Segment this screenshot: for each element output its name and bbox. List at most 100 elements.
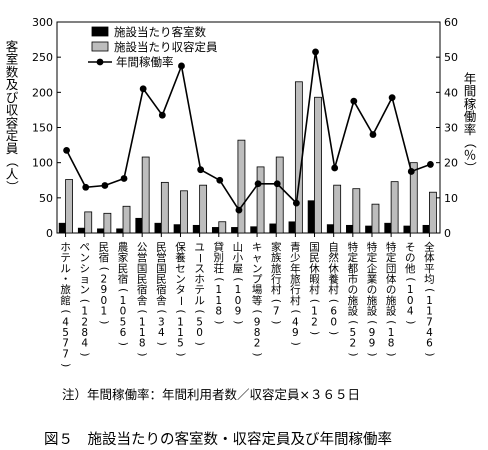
- svg-text:企: 企: [367, 262, 378, 275]
- svg-text:1: 1: [139, 327, 146, 339]
- line-point: [292, 199, 300, 207]
- svg-text:営: 営: [156, 251, 167, 264]
- svg-text:旅: 旅: [290, 272, 301, 285]
- svg-text:7: 7: [62, 338, 69, 350]
- left-tick-label: 50: [39, 192, 53, 205]
- bar-rooms: [58, 222, 66, 234]
- svg-text:テ: テ: [194, 284, 205, 296]
- svg-text:旅: 旅: [271, 262, 282, 275]
- svg-text:(: (: [98, 267, 110, 271]
- svg-text:宿: 宿: [99, 251, 110, 264]
- svg-text:8: 8: [139, 338, 146, 350]
- svg-text:設: 設: [386, 305, 397, 318]
- svg-text:員: 員: [6, 141, 19, 156]
- svg-text:自: 自: [328, 240, 339, 253]
- svg-text:): ): [155, 342, 167, 346]
- bar-capacity: [256, 166, 265, 234]
- svg-text:): ): [289, 342, 301, 346]
- svg-text:行: 行: [271, 272, 282, 285]
- svg-text:7: 7: [273, 306, 280, 318]
- bar-capacity: [333, 184, 342, 234]
- svg-text:): ): [98, 320, 110, 324]
- svg-text:等: 等: [252, 294, 263, 307]
- svg-text:ー: ー: [174, 296, 186, 307]
- category-label: 山小屋 (109): [232, 241, 244, 324]
- svg-text:容: 容: [6, 115, 19, 130]
- svg-text:村: 村: [271, 283, 282, 296]
- svg-text:保: 保: [175, 240, 186, 253]
- svg-text:(: (: [213, 277, 225, 281]
- svg-text:特: 特: [386, 241, 397, 253]
- svg-text:民: 民: [309, 252, 320, 264]
- svg-text:収: 収: [6, 103, 19, 118]
- svg-text:0: 0: [407, 295, 414, 307]
- svg-text:1: 1: [215, 284, 222, 296]
- svg-text:1: 1: [235, 284, 242, 296]
- svg-text:村: 村: [290, 294, 301, 307]
- svg-text:別: 別: [214, 252, 225, 264]
- line-point: [82, 183, 90, 191]
- svg-text:定: 定: [348, 251, 359, 264]
- svg-text:民: 民: [156, 273, 167, 285]
- bar-rooms: [250, 226, 257, 234]
- svg-text:2: 2: [81, 316, 88, 328]
- svg-text:民: 民: [156, 241, 167, 253]
- bar-rooms: [422, 224, 430, 234]
- svg-text:（: （: [5, 155, 20, 168]
- svg-text:4: 4: [62, 316, 69, 328]
- svg-text:ユ: ユ: [194, 241, 205, 253]
- svg-text:ス: ス: [194, 263, 205, 275]
- svg-text:1: 1: [177, 316, 184, 328]
- svg-text:体: 体: [424, 252, 435, 264]
- bar-capacity: [141, 156, 150, 234]
- svg-text:4: 4: [292, 316, 299, 328]
- bar-rooms: [269, 223, 277, 234]
- svg-text:): ): [136, 352, 148, 356]
- legend-label-capacity: 施設当たり収容定員: [114, 40, 218, 54]
- line-point: [235, 206, 243, 214]
- svg-text:1: 1: [81, 306, 88, 318]
- right-tick-label: 0: [444, 227, 451, 240]
- svg-text:1: 1: [215, 295, 222, 307]
- line-point: [216, 176, 224, 184]
- svg-text:ン: ン: [79, 252, 90, 264]
- svg-text:国: 国: [137, 263, 148, 275]
- bar-capacity: [84, 211, 93, 234]
- left-tick-label: 100: [32, 157, 53, 170]
- svg-text:4: 4: [158, 327, 165, 339]
- bar-rooms: [384, 222, 391, 234]
- svg-text:2: 2: [254, 338, 261, 350]
- svg-text:): ): [213, 320, 225, 324]
- svg-text:定: 定: [386, 251, 397, 264]
- svg-text:(: (: [174, 310, 186, 314]
- svg-text:の: の: [367, 284, 378, 296]
- left-tick-label: 0: [46, 227, 53, 240]
- svg-text:家: 家: [118, 251, 129, 264]
- svg-text:（: （: [463, 136, 478, 149]
- svg-text:(: (: [60, 310, 72, 314]
- line-point: [407, 168, 415, 175]
- svg-text:1: 1: [407, 284, 414, 296]
- svg-text:村: 村: [328, 283, 339, 296]
- svg-text:の: の: [348, 284, 359, 296]
- svg-text:舎: 舎: [137, 295, 148, 307]
- left-tick-label: 300: [32, 16, 53, 29]
- bar-capacity: [314, 96, 322, 234]
- svg-text:7: 7: [426, 316, 433, 328]
- svg-text:農: 農: [118, 240, 129, 253]
- bar-rooms: [173, 224, 181, 234]
- svg-text:キ: キ: [252, 241, 263, 253]
- svg-text:(: (: [251, 310, 263, 314]
- bar-rooms: [77, 227, 85, 234]
- svg-text:8: 8: [215, 306, 222, 318]
- svg-text:養: 養: [175, 251, 186, 264]
- right-tick-label: 40: [444, 86, 458, 99]
- svg-text:少: 少: [290, 252, 301, 264]
- legend-swatch-rooms: [91, 26, 109, 37]
